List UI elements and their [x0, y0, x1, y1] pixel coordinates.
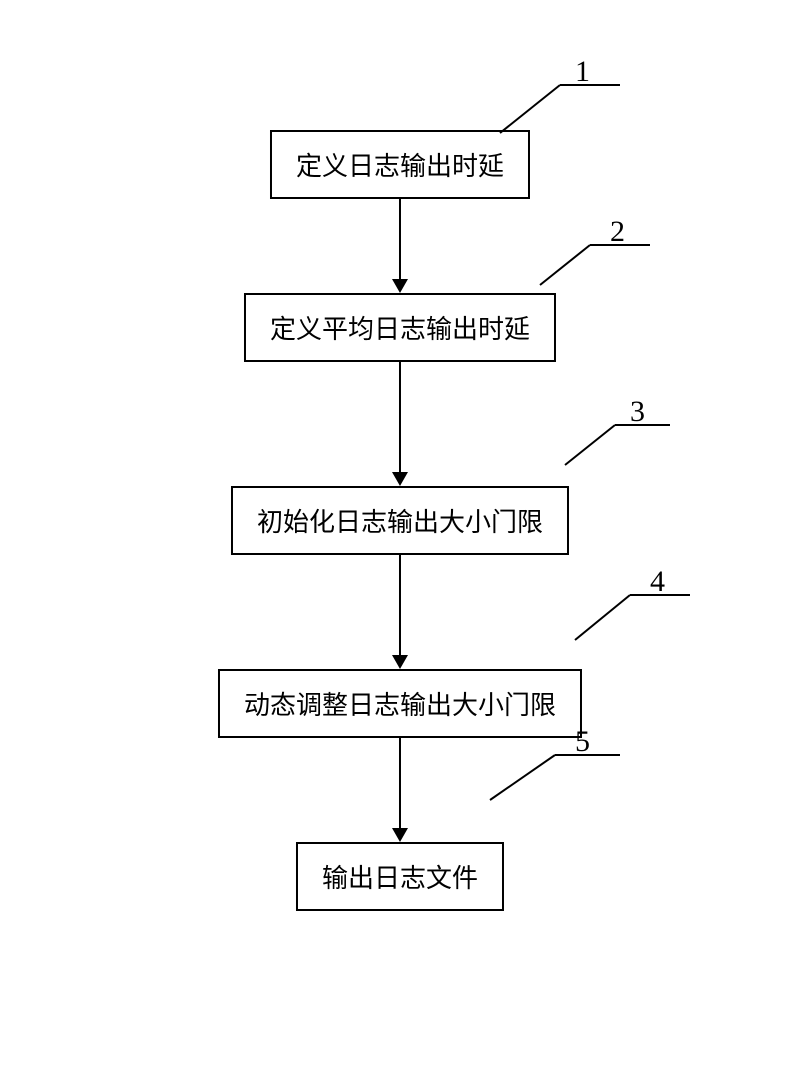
node-label: 动态调整日志输出大小门限: [244, 691, 556, 720]
callout-number-3: 3: [630, 395, 645, 429]
flowchart-node-3: 初始化日志输出大小门限: [231, 486, 569, 555]
callout-number-1: 1: [575, 55, 590, 89]
callout-number-2: 2: [610, 215, 625, 249]
callout-number-4: 4: [650, 565, 665, 599]
flowchart-node-2: 定义平均日志输出时延: [244, 293, 556, 362]
arrow-head-icon: [392, 472, 408, 486]
flowchart-node-4: 动态调整日志输出大小门限: [218, 669, 582, 738]
flowchart-arrow: [392, 738, 408, 842]
arrow-head-icon: [392, 828, 408, 842]
flowchart-arrow: [392, 555, 408, 669]
arrow-line: [399, 738, 401, 828]
flowchart-container: 定义日志输出时延 定义平均日志输出时延 初始化日志输出大小门限 动态调整日志输出…: [218, 130, 582, 911]
flowchart-arrow: [392, 199, 408, 293]
arrow-head-icon: [392, 655, 408, 669]
flowchart-arrow: [392, 362, 408, 486]
node-label: 初始化日志输出大小门限: [257, 508, 543, 537]
arrow-line: [399, 199, 401, 279]
arrow-head-icon: [392, 279, 408, 293]
node-label: 定义平均日志输出时延: [270, 315, 530, 344]
callout-number-5: 5: [575, 725, 590, 759]
arrow-line: [399, 362, 401, 472]
node-label: 定义日志输出时延: [296, 152, 504, 181]
arrow-line: [399, 555, 401, 655]
flowchart-node-1: 定义日志输出时延: [270, 130, 530, 199]
flowchart-node-5: 输出日志文件: [296, 842, 504, 911]
node-label: 输出日志文件: [322, 864, 478, 893]
